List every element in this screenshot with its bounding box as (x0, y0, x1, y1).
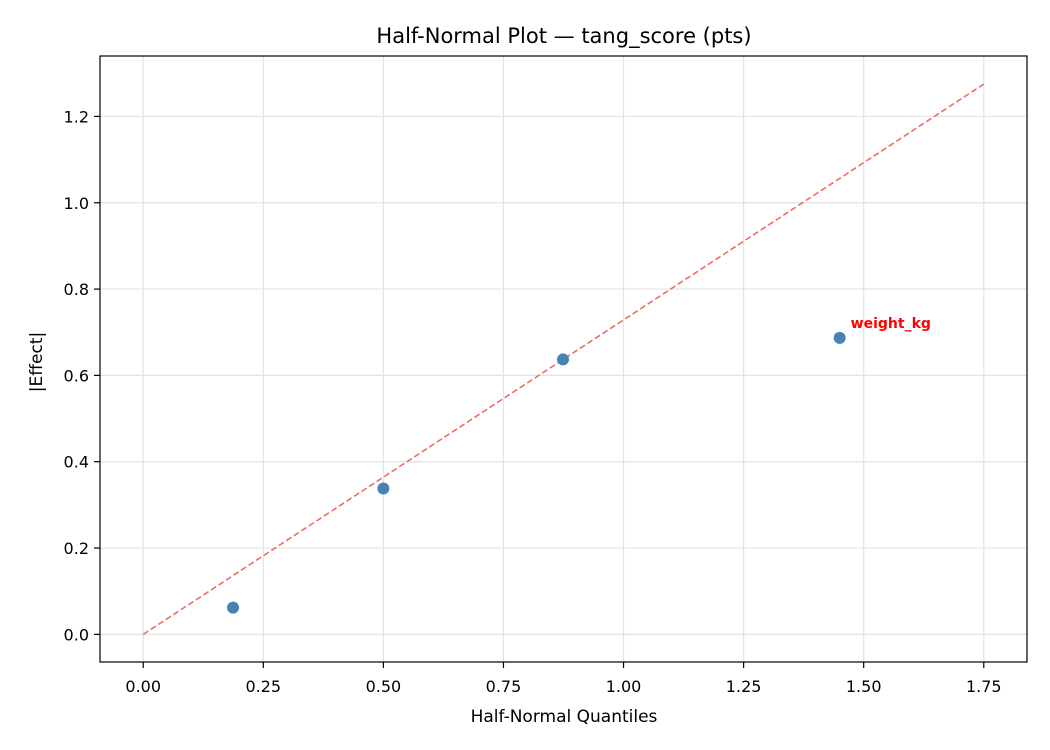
data-point (833, 331, 846, 344)
x-tick-label: 0.50 (366, 677, 402, 696)
y-tick-label: 0.8 (64, 280, 89, 299)
chart-title: Half-Normal Plot — tang_score (pts) (376, 24, 751, 49)
data-point (377, 482, 390, 495)
x-tick-label: 0.75 (486, 677, 522, 696)
data-point (227, 601, 240, 614)
y-tick-label: 0.4 (64, 453, 89, 472)
reference-line-group (142, 83, 985, 636)
y-tick-label: 0.0 (64, 625, 89, 644)
x-tick-label: 1.75 (966, 677, 1002, 696)
x-tick-label: 0.00 (125, 677, 161, 696)
y-axis-label: |Effect| (27, 332, 47, 392)
x-tick-label: 1.50 (846, 677, 882, 696)
reference-line (142, 83, 985, 636)
x-tick-label: 0.25 (245, 677, 281, 696)
plot-frame (99, 55, 1028, 663)
y-tick-label: 1.2 (64, 107, 89, 126)
y-tick-label: 0.6 (64, 366, 89, 385)
x-axis-ticks: 0.00 0.25 0.50 0.75 1.00 1.25 1.50 1.75 (125, 662, 1002, 696)
point-annotation: weight_kg (851, 316, 931, 332)
x-tick-label: 1.00 (606, 677, 642, 696)
data-points (227, 331, 846, 614)
x-axis-label: Half-Normal Quantiles (471, 707, 658, 727)
y-tick-label: 1.0 (64, 194, 89, 213)
grid (100, 56, 1027, 662)
data-point (557, 353, 570, 366)
annotations: weight_kg (851, 316, 931, 332)
x-tick-label: 1.25 (726, 677, 762, 696)
y-axis-ticks: 0.0 0.2 0.4 0.6 0.8 1.0 1.2 (64, 107, 100, 644)
y-tick-label: 0.2 (64, 539, 89, 558)
